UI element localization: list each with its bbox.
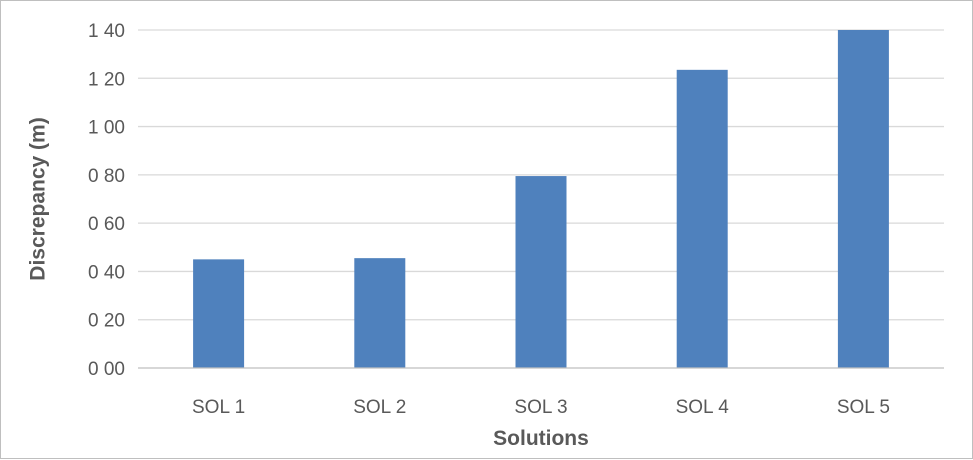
x-tick-label: SOL 2 xyxy=(353,397,406,418)
y-tick-label: 0 00 xyxy=(88,359,125,380)
bar xyxy=(676,69,728,368)
y-tick-label: 0 40 xyxy=(88,262,125,283)
bars xyxy=(193,30,889,368)
x-tick-label: SOL 1 xyxy=(192,397,245,418)
bar xyxy=(515,176,567,368)
y-tick-label: 1 40 xyxy=(88,21,125,42)
x-axis-title: Solutions xyxy=(493,427,589,450)
y-axis-title: Discrepancy (m) xyxy=(27,117,50,280)
y-tick-labels: 0 00 0 20 0 40 0 60 0 80 1 00 1 20 1 40 xyxy=(88,21,125,380)
y-tick-label: 1 00 xyxy=(88,118,125,139)
x-tick-labels: SOL 1 SOL 2 SOL 3 SOL 4 SOL 5 xyxy=(192,397,890,418)
y-tick-label: 0 80 xyxy=(88,166,125,187)
x-tick-label: SOL 5 xyxy=(837,397,890,418)
bar xyxy=(193,259,245,368)
x-tick-label: SOL 3 xyxy=(514,397,567,418)
bar xyxy=(354,258,406,368)
x-tick-label: SOL 4 xyxy=(676,397,730,418)
y-tick-label: 0 20 xyxy=(88,311,125,332)
y-tick-label: 0 60 xyxy=(88,214,125,235)
y-tick-label: 1 20 xyxy=(88,69,125,90)
bar xyxy=(837,30,889,368)
